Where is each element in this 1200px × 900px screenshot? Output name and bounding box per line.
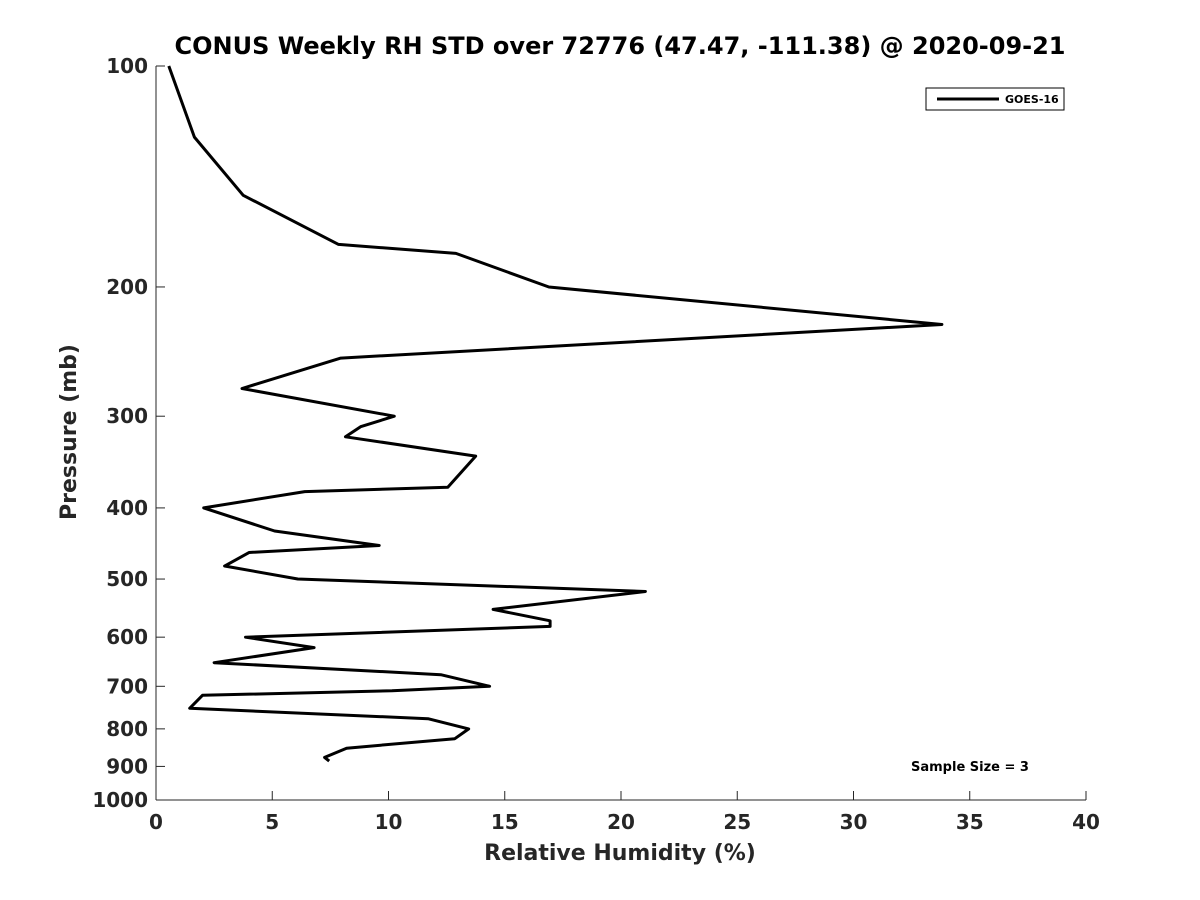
x-tick-label: 15 [491,810,519,834]
sample-size-annotation: Sample Size = 3 [911,760,1029,775]
chart-title: CONUS Weekly RH STD over 72776 (47.47, -… [174,32,1065,60]
y-tick-label: 300 [106,404,148,428]
plot-area [155,66,1086,801]
legend-label-goes-16: GOES-16 [1005,93,1059,106]
y-tick-label: 100 [106,54,148,78]
y-tick-label: 200 [106,275,148,299]
y-axis-label: Pressure (mb) [57,344,82,520]
x-tick-label: 0 [149,810,163,834]
x-tick-label: 5 [265,810,279,834]
x-axis-label: Relative Humidity (%) [484,841,756,866]
y-tick-label: 500 [106,567,148,591]
x-axis-ticks: 0 5 10 15 20 25 30 35 40 [149,791,1100,834]
x-tick-label: 20 [607,810,635,834]
y-tick-label: 600 [106,625,148,649]
x-tick-label: 35 [956,810,984,834]
y-axis-ticks: 100 200 300 400 500 600 700 800 900 1000 [92,54,165,812]
series-line-goes-16 [167,65,944,763]
legend: GOES-16 [925,87,1065,111]
y-tick-label: 800 [106,717,148,741]
y-tick-label: 700 [106,674,148,698]
x-tick-label: 25 [723,810,751,834]
y-tick-label: 400 [106,496,148,520]
x-tick-label: 40 [1072,810,1100,834]
y-tick-label: 900 [106,754,148,778]
y-tick-label: 1000 [92,788,148,812]
x-tick-label: 30 [840,810,868,834]
x-tick-label: 10 [375,810,403,834]
